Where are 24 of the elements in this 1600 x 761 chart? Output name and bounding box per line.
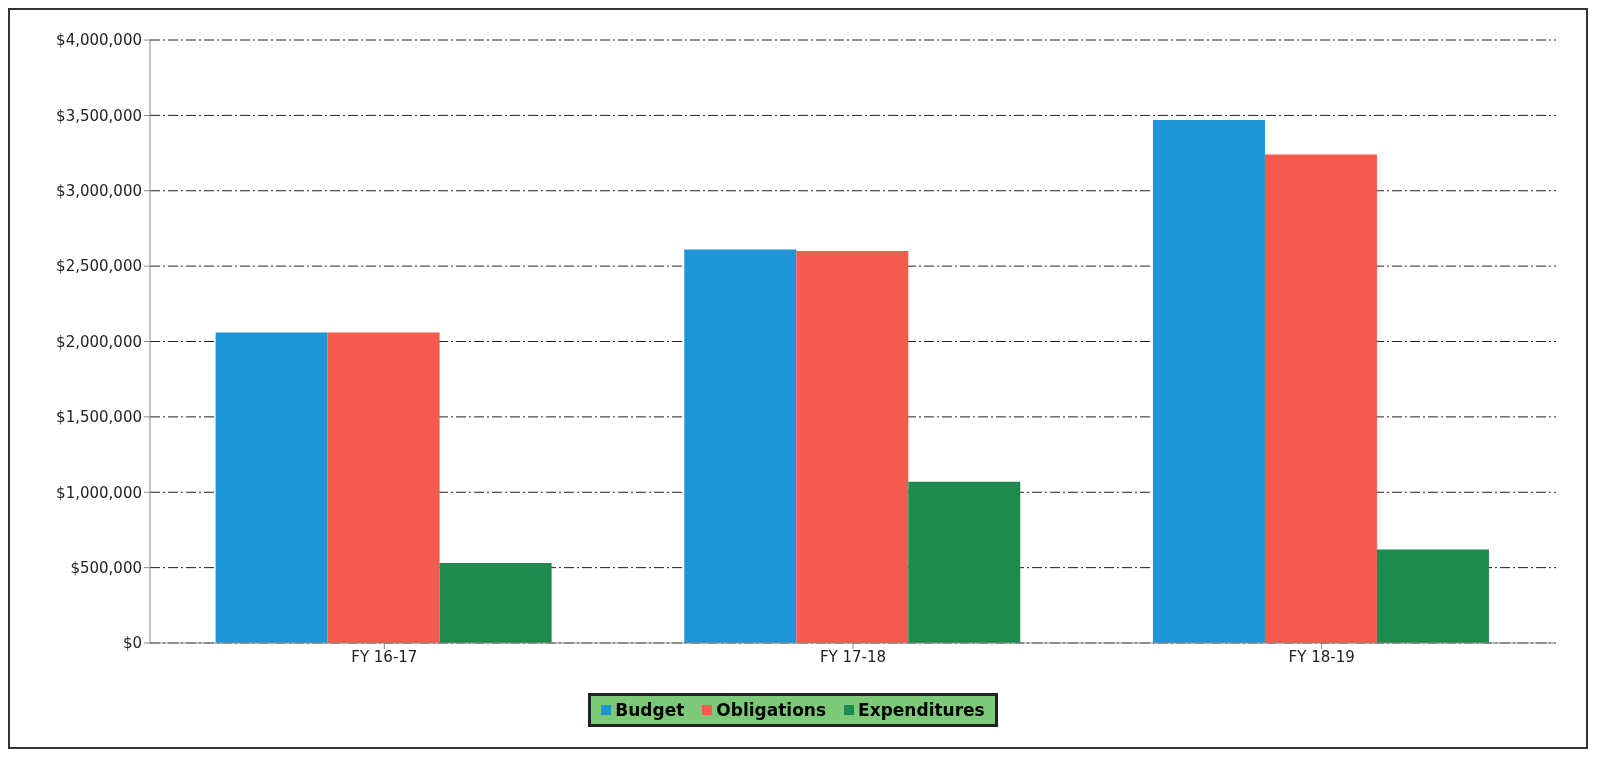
bar <box>684 249 797 643</box>
y-tick-label: $4,000,000 <box>56 31 142 50</box>
y-tick-label: $3,500,000 <box>56 106 142 125</box>
bar <box>908 481 1021 643</box>
legend-label: Obligations <box>715 700 827 720</box>
bar <box>215 332 328 643</box>
bar <box>1152 119 1265 643</box>
y-tick-label: $3,000,000 <box>56 182 142 201</box>
y-tick-label: $2,000,000 <box>56 332 142 351</box>
bar <box>327 332 440 643</box>
y-tick-label: $0 <box>122 634 142 653</box>
legend-label: Budget <box>614 700 685 720</box>
y-tick-label: $2,500,000 <box>56 257 142 276</box>
x-tick-label: FY 16-17 <box>351 647 418 666</box>
y-tick-label: $1,000,000 <box>56 483 142 502</box>
bar <box>796 251 909 643</box>
x-tick-label: FY 18-19 <box>1288 647 1355 666</box>
legend-label: Expenditures <box>857 700 985 720</box>
y-tick-label: $1,500,000 <box>56 408 142 427</box>
x-tick-label: FY 17-18 <box>819 647 887 666</box>
y-tick-label: $500,000 <box>70 558 142 577</box>
bar <box>439 563 552 643</box>
bar <box>1376 549 1489 643</box>
bar <box>1264 154 1377 643</box>
